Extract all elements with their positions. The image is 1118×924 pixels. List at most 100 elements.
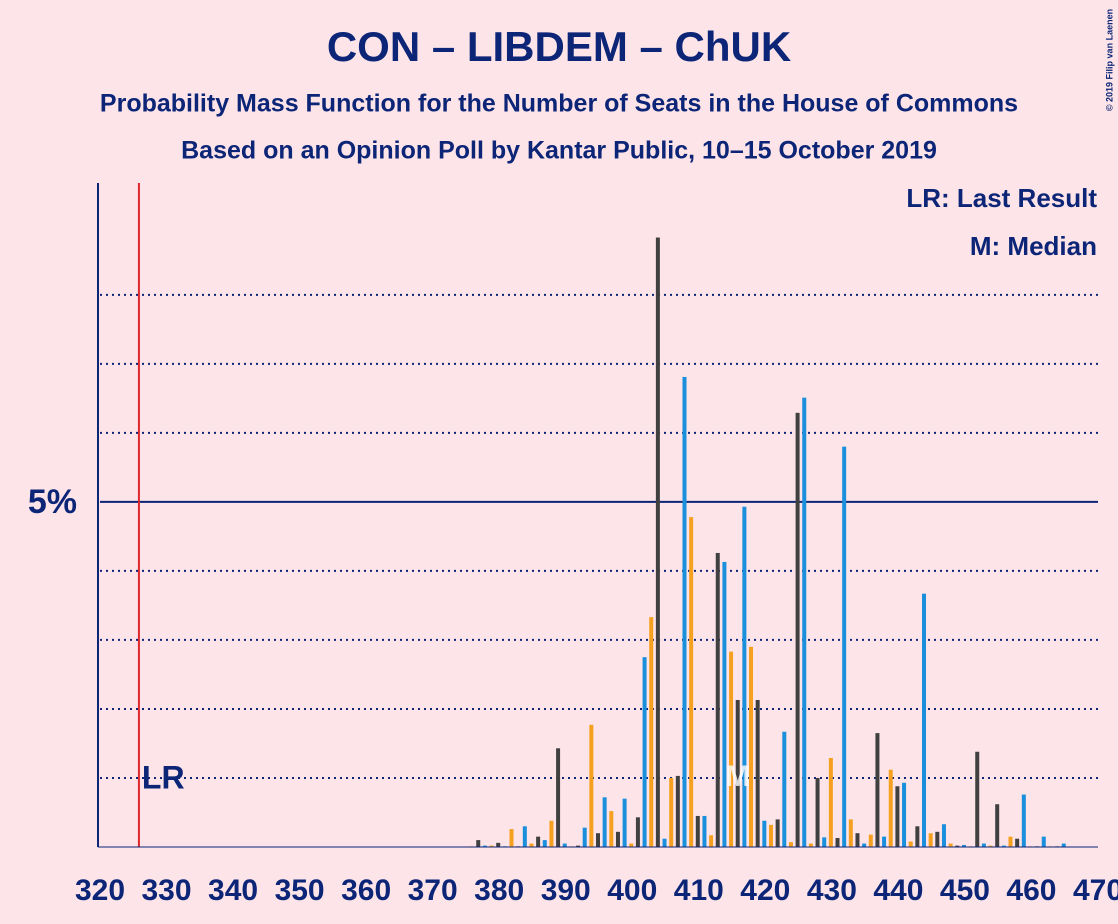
bar [582,827,587,847]
bar [948,843,953,847]
bar [629,843,634,847]
bar [922,593,927,847]
bar [828,757,833,847]
bar [655,237,660,847]
subtitle: Based on an Opinion Poll by Kantar Publi… [181,137,937,165]
bar [941,824,946,847]
x-tick-label: 350 [275,874,325,907]
bar [662,838,667,847]
bar [536,836,541,847]
bar [915,826,920,847]
copyright: © 2019 Filip van Laenen [1104,9,1114,111]
median-label: M [725,760,750,793]
bar [529,843,534,847]
x-tick-label: 440 [873,874,923,907]
bar [649,617,654,847]
bar [702,815,707,847]
subtitle: Probability Mass Function for the Number… [100,90,1018,118]
bar [682,376,687,847]
bar [955,845,960,847]
bar [689,517,694,847]
bar [981,843,986,847]
bar [602,797,607,847]
x-tick-label: 430 [807,874,857,907]
bar [596,833,600,847]
legend-entry: LR: Last Result [906,183,1097,213]
bar [722,561,727,847]
x-tick-label: 340 [208,874,258,907]
bar [489,845,494,847]
bar [762,820,767,847]
bar [482,845,487,847]
bar [775,819,780,847]
bar [975,751,980,847]
x-tick-label: 420 [740,874,790,907]
bar [576,845,581,847]
bar [815,777,820,847]
x-tick-label: 470 [1073,874,1118,907]
bar [855,833,860,847]
bar [1015,838,1020,847]
bar [882,836,887,847]
bar [1001,845,1006,847]
bar [908,841,913,847]
bar [589,724,594,847]
bar [749,646,754,847]
bar [615,831,620,847]
bar [715,552,720,847]
bar [795,412,800,847]
x-tick-label: 450 [940,874,990,907]
bar [902,782,907,847]
bar [609,811,614,847]
bar [509,829,514,847]
bar [928,833,933,847]
y-tick-label: 5% [28,483,77,521]
bar [695,815,700,847]
bar [476,840,481,847]
bar [822,837,827,847]
bar [549,820,554,847]
bar [895,786,900,847]
bar [542,840,547,847]
bar [522,826,527,847]
bar [808,843,813,847]
bar [848,819,853,847]
x-tick-label: 410 [674,874,724,907]
x-tick-label: 380 [474,874,524,907]
bar [802,397,807,847]
bar [742,506,747,847]
x-tick-label: 460 [1006,874,1056,907]
bar [635,817,640,847]
last-result-label: LR [142,759,185,795]
x-tick-label: 330 [142,874,192,907]
bar [935,831,940,847]
bar [622,798,627,847]
x-tick-label: 400 [607,874,657,907]
x-tick-label: 370 [408,874,458,907]
bar [995,804,1000,847]
bar [888,769,893,847]
bar [496,842,501,847]
bar [842,446,847,847]
bar [875,733,880,847]
chart-title: CON – LIBDEM – ChUK [327,23,791,70]
bar [782,731,787,847]
bar [1021,794,1026,847]
bar [755,699,760,847]
x-tick-label: 390 [541,874,591,907]
bar [562,843,567,847]
bar [556,748,561,847]
bar [1061,843,1066,847]
bar [961,844,966,847]
bar [709,835,714,847]
x-tick-label: 360 [341,874,391,907]
bar [1008,836,1013,847]
bar [1041,836,1046,847]
bar [868,834,873,847]
bar [729,651,734,847]
bar [642,657,647,847]
bar [768,824,773,847]
legend-entry: M: Median [970,231,1097,261]
bar [669,777,674,847]
bar [788,842,793,847]
